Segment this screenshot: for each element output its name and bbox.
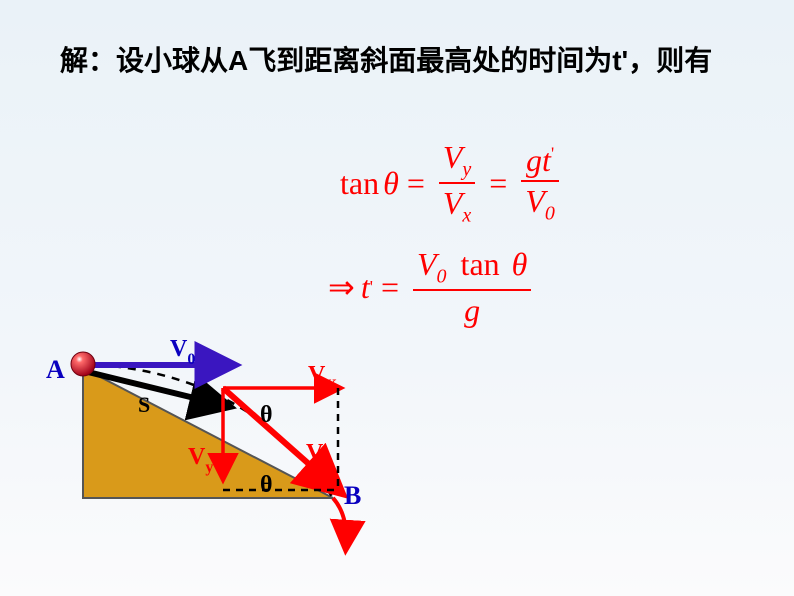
vx-sym: V: [443, 185, 463, 221]
theta-velocity: θ: [260, 402, 273, 428]
g-sym: g: [526, 142, 542, 178]
t-sym: t: [542, 142, 551, 178]
frac-v0tan-g: V0 tan θ g: [413, 247, 531, 329]
vy-sym: V: [443, 139, 463, 175]
frac-vy-vx: Vy Vx: [439, 140, 475, 227]
t-prime-1: ': [551, 143, 554, 163]
vy-sub: y: [462, 158, 471, 180]
equation-2: ⇒ t' = V0 tan θ g: [328, 247, 700, 329]
v0-sym-1: V: [525, 183, 545, 219]
slide-page: 解：设小球从A飞到距离斜面最高处的时间为t'，则有 tan θ = Vy Vx …: [0, 0, 794, 596]
ball: [71, 352, 95, 376]
tan-sym-2: tan: [461, 246, 500, 282]
frac-bar-1: [439, 182, 475, 184]
g-sym-2: g: [464, 292, 480, 328]
equation-block: tan θ = Vy Vx = gt' V0: [340, 140, 700, 348]
v0-sym-2: V: [417, 246, 437, 282]
v0-sub-2: 0: [437, 265, 447, 287]
v0-sub-1: 0: [545, 202, 555, 224]
theta-1: θ: [383, 166, 399, 201]
eq-sign-1: =: [407, 166, 425, 201]
eq-sign-2: =: [489, 166, 507, 201]
t-sym-2: t: [361, 270, 370, 305]
frac-bar-3: [413, 289, 531, 291]
implies-sym: ⇒: [328, 270, 355, 305]
label-s: S: [138, 392, 150, 417]
physics-diagram: A V0 S VX Vy V θ θ B: [28, 320, 376, 570]
t-prime-2: ': [370, 278, 373, 298]
theta-2: θ: [512, 246, 528, 282]
frac-bar-2: [521, 180, 559, 182]
theta-incline: θ: [260, 472, 273, 498]
tan-symbol: tan: [340, 166, 379, 201]
label-v: V: [306, 440, 324, 466]
frac-gt-v0: gt' V0: [521, 143, 559, 225]
label-a: A: [46, 355, 65, 384]
label-b: B: [344, 481, 361, 510]
equation-1: tan θ = Vy Vx = gt' V0: [340, 140, 700, 227]
page-title: 解：设小球从A飞到距离斜面最高处的时间为t'，则有: [60, 40, 720, 82]
eq-sign-3: =: [381, 270, 399, 305]
vx-sub: x: [462, 205, 471, 227]
